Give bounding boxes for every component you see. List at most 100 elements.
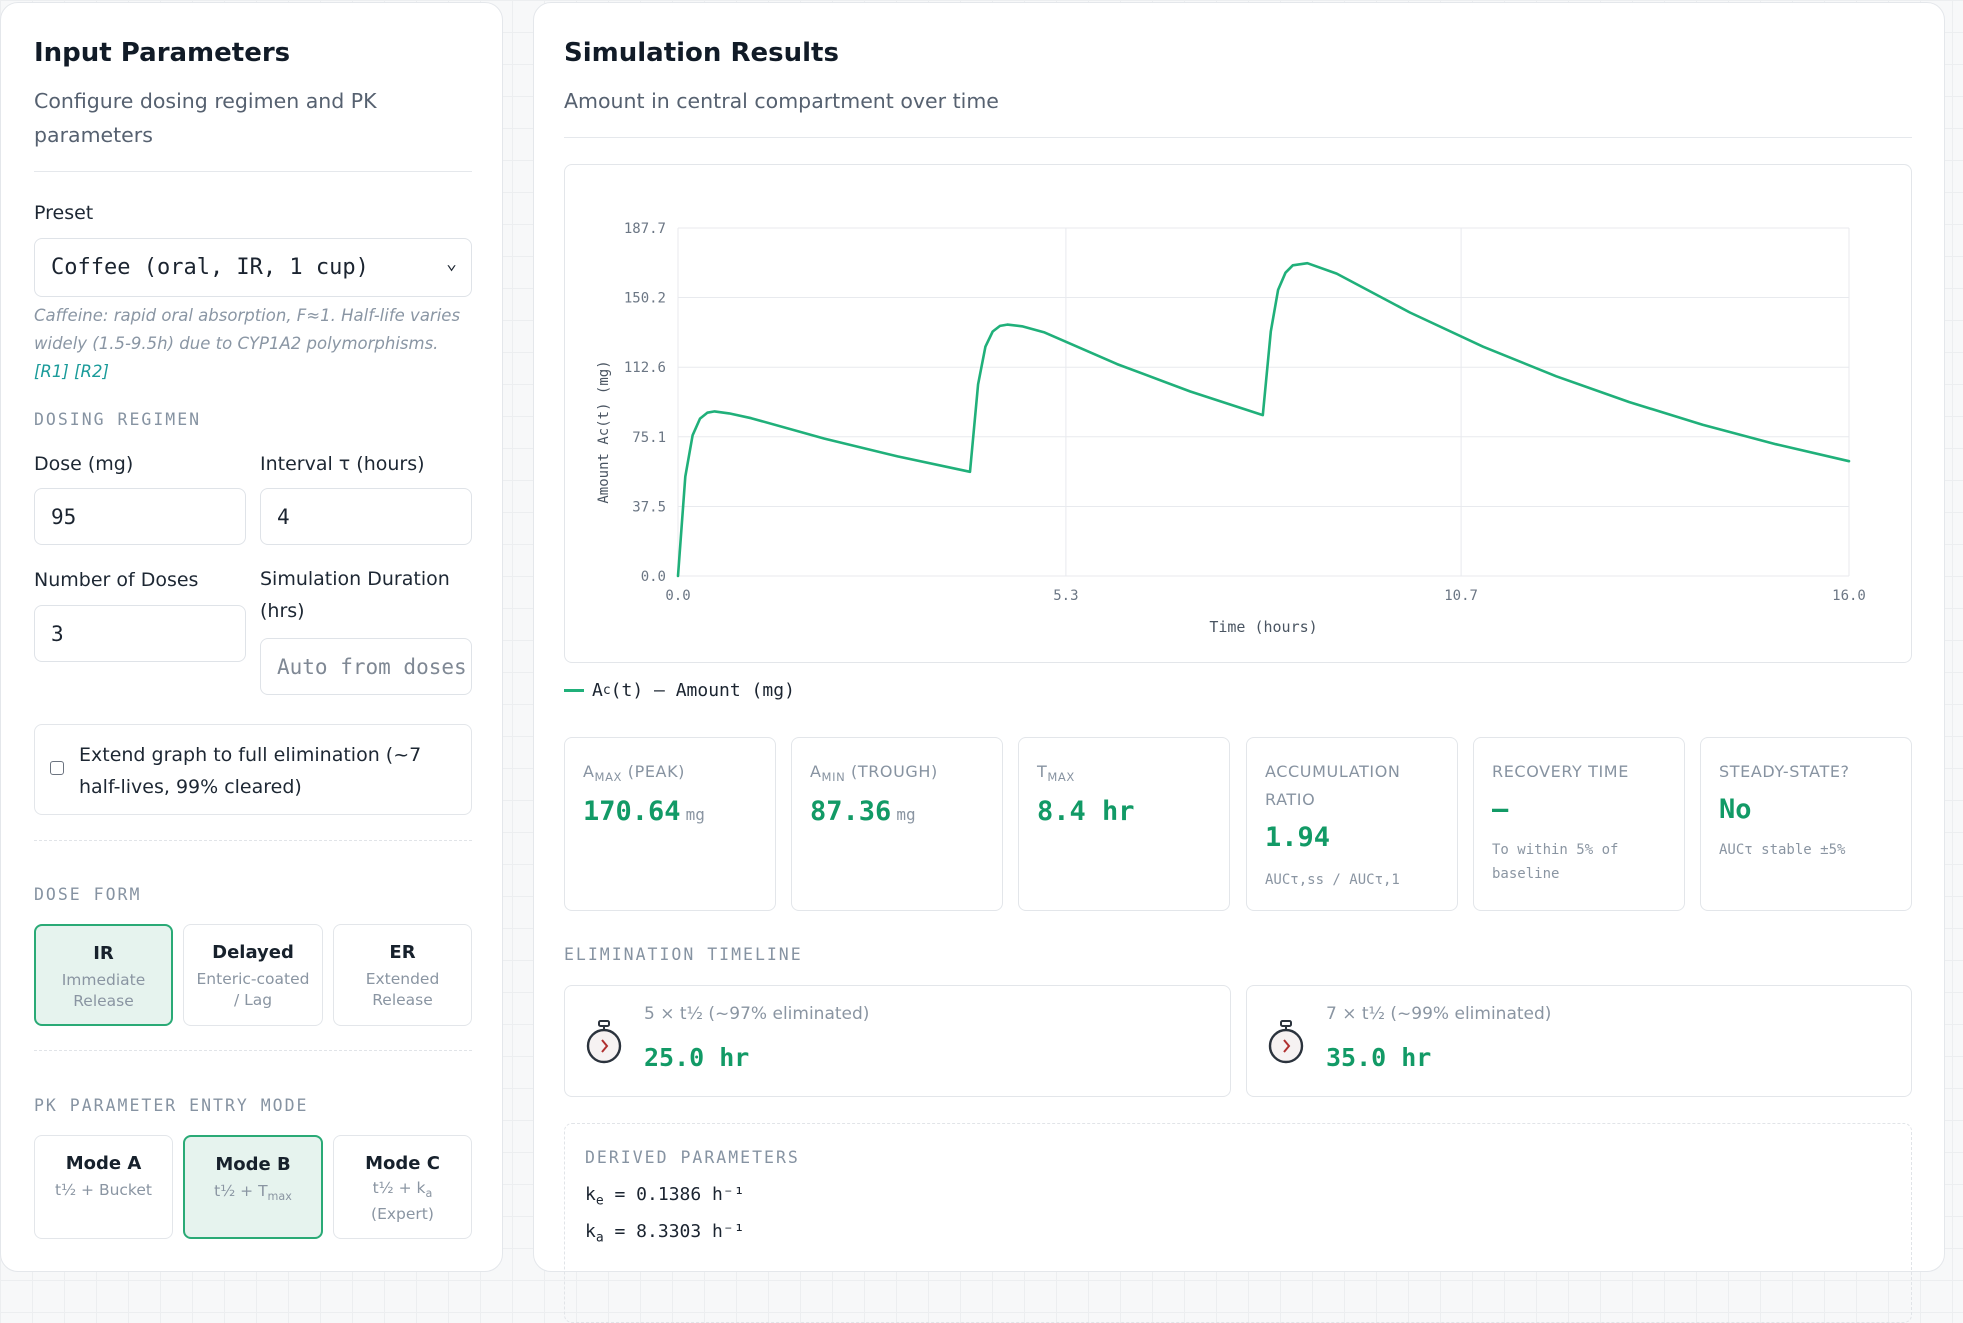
data-point <box>1278 289 1279 290</box>
pk-chart[interactable]: 0.0 37.5 75.1 112.6 150.2 187.7 0.0 5.3 10.7 16.0… <box>565 165 1913 664</box>
metric-amin-label: AMIN (TROUGH) <box>810 762 938 785</box>
divider <box>34 840 472 841</box>
metric-recovery-foot: To within 5% of baseline <box>1492 842 1619 882</box>
data-point <box>1702 424 1703 425</box>
extend-graph-label: Extend graph to full elimination (~7 hal… <box>79 744 422 798</box>
data-point <box>1629 401 1630 402</box>
dosing-regimen-heading: DOSING REGIMEN <box>34 410 202 429</box>
results-subtitle: Amount in central compartment over time <box>564 89 999 113</box>
data-point <box>692 435 693 436</box>
pk-mode-b[interactable]: Mode B t½ + Tmax <box>183 1135 323 1239</box>
metric-accumulation-foot: AUCτ,ss / AUCτ,1 <box>1265 872 1400 888</box>
dose-form-heading: DOSE FORM <box>34 885 142 904</box>
dose-form-delayed[interactable]: Delayed Enteric-coated / Lag <box>183 924 323 1026</box>
data-point <box>1292 265 1293 266</box>
extend-graph-option[interactable]: Extend graph to full elimination (~7 hal… <box>34 724 472 815</box>
legend-sub: c <box>602 683 611 698</box>
metric-amax-label: AMAX (PEAK) <box>583 762 686 785</box>
interval-input-value: 4 <box>277 504 290 529</box>
num-doses-label: Number of Doses <box>34 569 199 591</box>
data-point <box>751 418 752 419</box>
data-point <box>969 471 970 472</box>
dose-form-ir[interactable]: IR Immediate Release <box>34 924 173 1026</box>
metric-amin: AMIN (TROUGH) 87.36 mg <box>791 737 1003 911</box>
x-tick-label: 5.3 <box>1053 588 1078 604</box>
data-point <box>1307 263 1308 264</box>
metric-tmax: TMAX 8.4 hr <box>1018 737 1230 911</box>
dose-form-delayed-title: Delayed <box>212 942 294 963</box>
pk-mode-a[interactable]: Mode A t½ + Bucket <box>34 1135 173 1239</box>
dose-form-ir-title: IR <box>93 943 114 964</box>
metric-recovery-label: RECOVERY TIME <box>1492 762 1629 781</box>
data-point <box>1117 363 1118 364</box>
dose-form-er[interactable]: ER Extended Release <box>333 924 472 1026</box>
data-point <box>1270 331 1271 332</box>
duration-input-placeholder: Auto from doses <box>277 654 467 679</box>
derived-ka: ka = 8.3303 h⁻¹ <box>585 1221 745 1246</box>
data-point <box>677 575 678 576</box>
dose-form-ir-desc: Immediate Release <box>61 971 146 1010</box>
elimination-timeline-heading: ELIMINATION TIMELINE <box>564 945 803 964</box>
pk-mode-b-title: Mode B <box>215 1154 291 1175</box>
y-tick-label: 112.6 <box>624 360 666 376</box>
pk-mode-c[interactable]: Mode C t½ + ka (Expert) <box>333 1135 472 1239</box>
elimination-7-halflives: 7 × t½ (~99% eliminated) 35.0 hr <box>1246 985 1912 1097</box>
y-tick-label: 187.7 <box>624 221 666 237</box>
data-point <box>999 325 1000 326</box>
data-point <box>1482 346 1483 347</box>
preset-note-text: Caffeine: rapid oral absorption, F≈1. Ha… <box>34 306 461 353</box>
interval-input[interactable]: 4 <box>260 488 472 545</box>
stopwatch-icon <box>1268 1020 1304 1064</box>
x-axis-label: Time (hours) <box>1209 618 1317 636</box>
num-doses-input[interactable]: 3 <box>34 605 246 662</box>
data-point <box>685 476 686 477</box>
metric-recovery-value: — <box>1492 794 1509 825</box>
dose-input-value: 95 <box>51 504 77 529</box>
data-point <box>729 413 730 414</box>
data-point <box>1556 376 1557 377</box>
data-point <box>1409 312 1410 313</box>
elimination-7-value: 35.0 hr <box>1326 1043 1432 1072</box>
divider <box>564 137 1912 138</box>
dose-input[interactable]: 95 <box>34 488 246 545</box>
pk-mode-c-title: Mode C <box>365 1153 440 1174</box>
num-doses-input-value: 3 <box>51 621 64 646</box>
legend-prefix: A <box>592 680 603 701</box>
data-point <box>1043 332 1044 333</box>
dose-form-er-desc: Extended Release <box>365 970 440 1009</box>
metric-steady-state-foot: AUCτ stable ±5% <box>1719 842 1846 858</box>
metric-tmax-label: TMAX <box>1037 762 1075 785</box>
data-point <box>1190 391 1191 392</box>
y-tick-label: 0.0 <box>641 569 666 585</box>
reference-link-r2[interactable]: [R2] <box>74 362 109 381</box>
data-point <box>1848 461 1849 462</box>
preset-select-value: Coffee (oral, IR, 1 cup) <box>51 255 369 280</box>
metric-amax: AMAX (PEAK) 170.64 mg <box>564 737 776 911</box>
metric-steady-state-value: No <box>1719 794 1752 825</box>
pk-mode-b-desc: t½ + Tmax <box>214 1182 292 1204</box>
metric-amin-value: 87.36 mg <box>810 796 916 827</box>
preset-select[interactable]: Coffee (oral, IR, 1 cup) ⌄ <box>34 238 472 297</box>
metric-tmax-value: 8.4 hr <box>1037 796 1135 827</box>
elimination-5-halflives: 5 × t½ (~97% eliminated) 25.0 hr <box>564 985 1231 1097</box>
input-panel-subtitle: Configure dosing regimen and PK paramete… <box>34 89 377 147</box>
pk-mode-c-desc: t½ + ka (Expert) <box>371 1179 434 1224</box>
data-point <box>1262 414 1263 415</box>
stopwatch-icon <box>586 1020 622 1064</box>
metric-accumulation-label: ACCUMULATION RATIO <box>1265 762 1401 809</box>
data-point <box>699 418 700 419</box>
metric-accumulation-ratio: ACCUMULATION RATIO 1.94 AUCτ,ss / AUCτ,1 <box>1246 737 1458 911</box>
x-tick-label: 10.7 <box>1444 588 1478 604</box>
preset-label: Preset <box>34 202 94 224</box>
chart-card: 0.0 37.5 75.1 112.6 150.2 187.7 0.0 5.3 10.7 16.0… <box>564 164 1912 663</box>
extend-graph-checkbox[interactable] <box>50 761 64 775</box>
duration-input[interactable]: Auto from doses <box>260 638 472 695</box>
dose-form-delayed-desc: Enteric-coated / Lag <box>196 970 310 1009</box>
dose-form-er-title: ER <box>389 942 416 963</box>
x-tick-label: 16.0 <box>1832 588 1866 604</box>
series-line <box>676 261 1851 578</box>
reference-link-r1[interactable]: [R1] <box>34 362 69 381</box>
data-point <box>1007 324 1008 325</box>
pk-mode-a-title: Mode A <box>65 1153 142 1174</box>
